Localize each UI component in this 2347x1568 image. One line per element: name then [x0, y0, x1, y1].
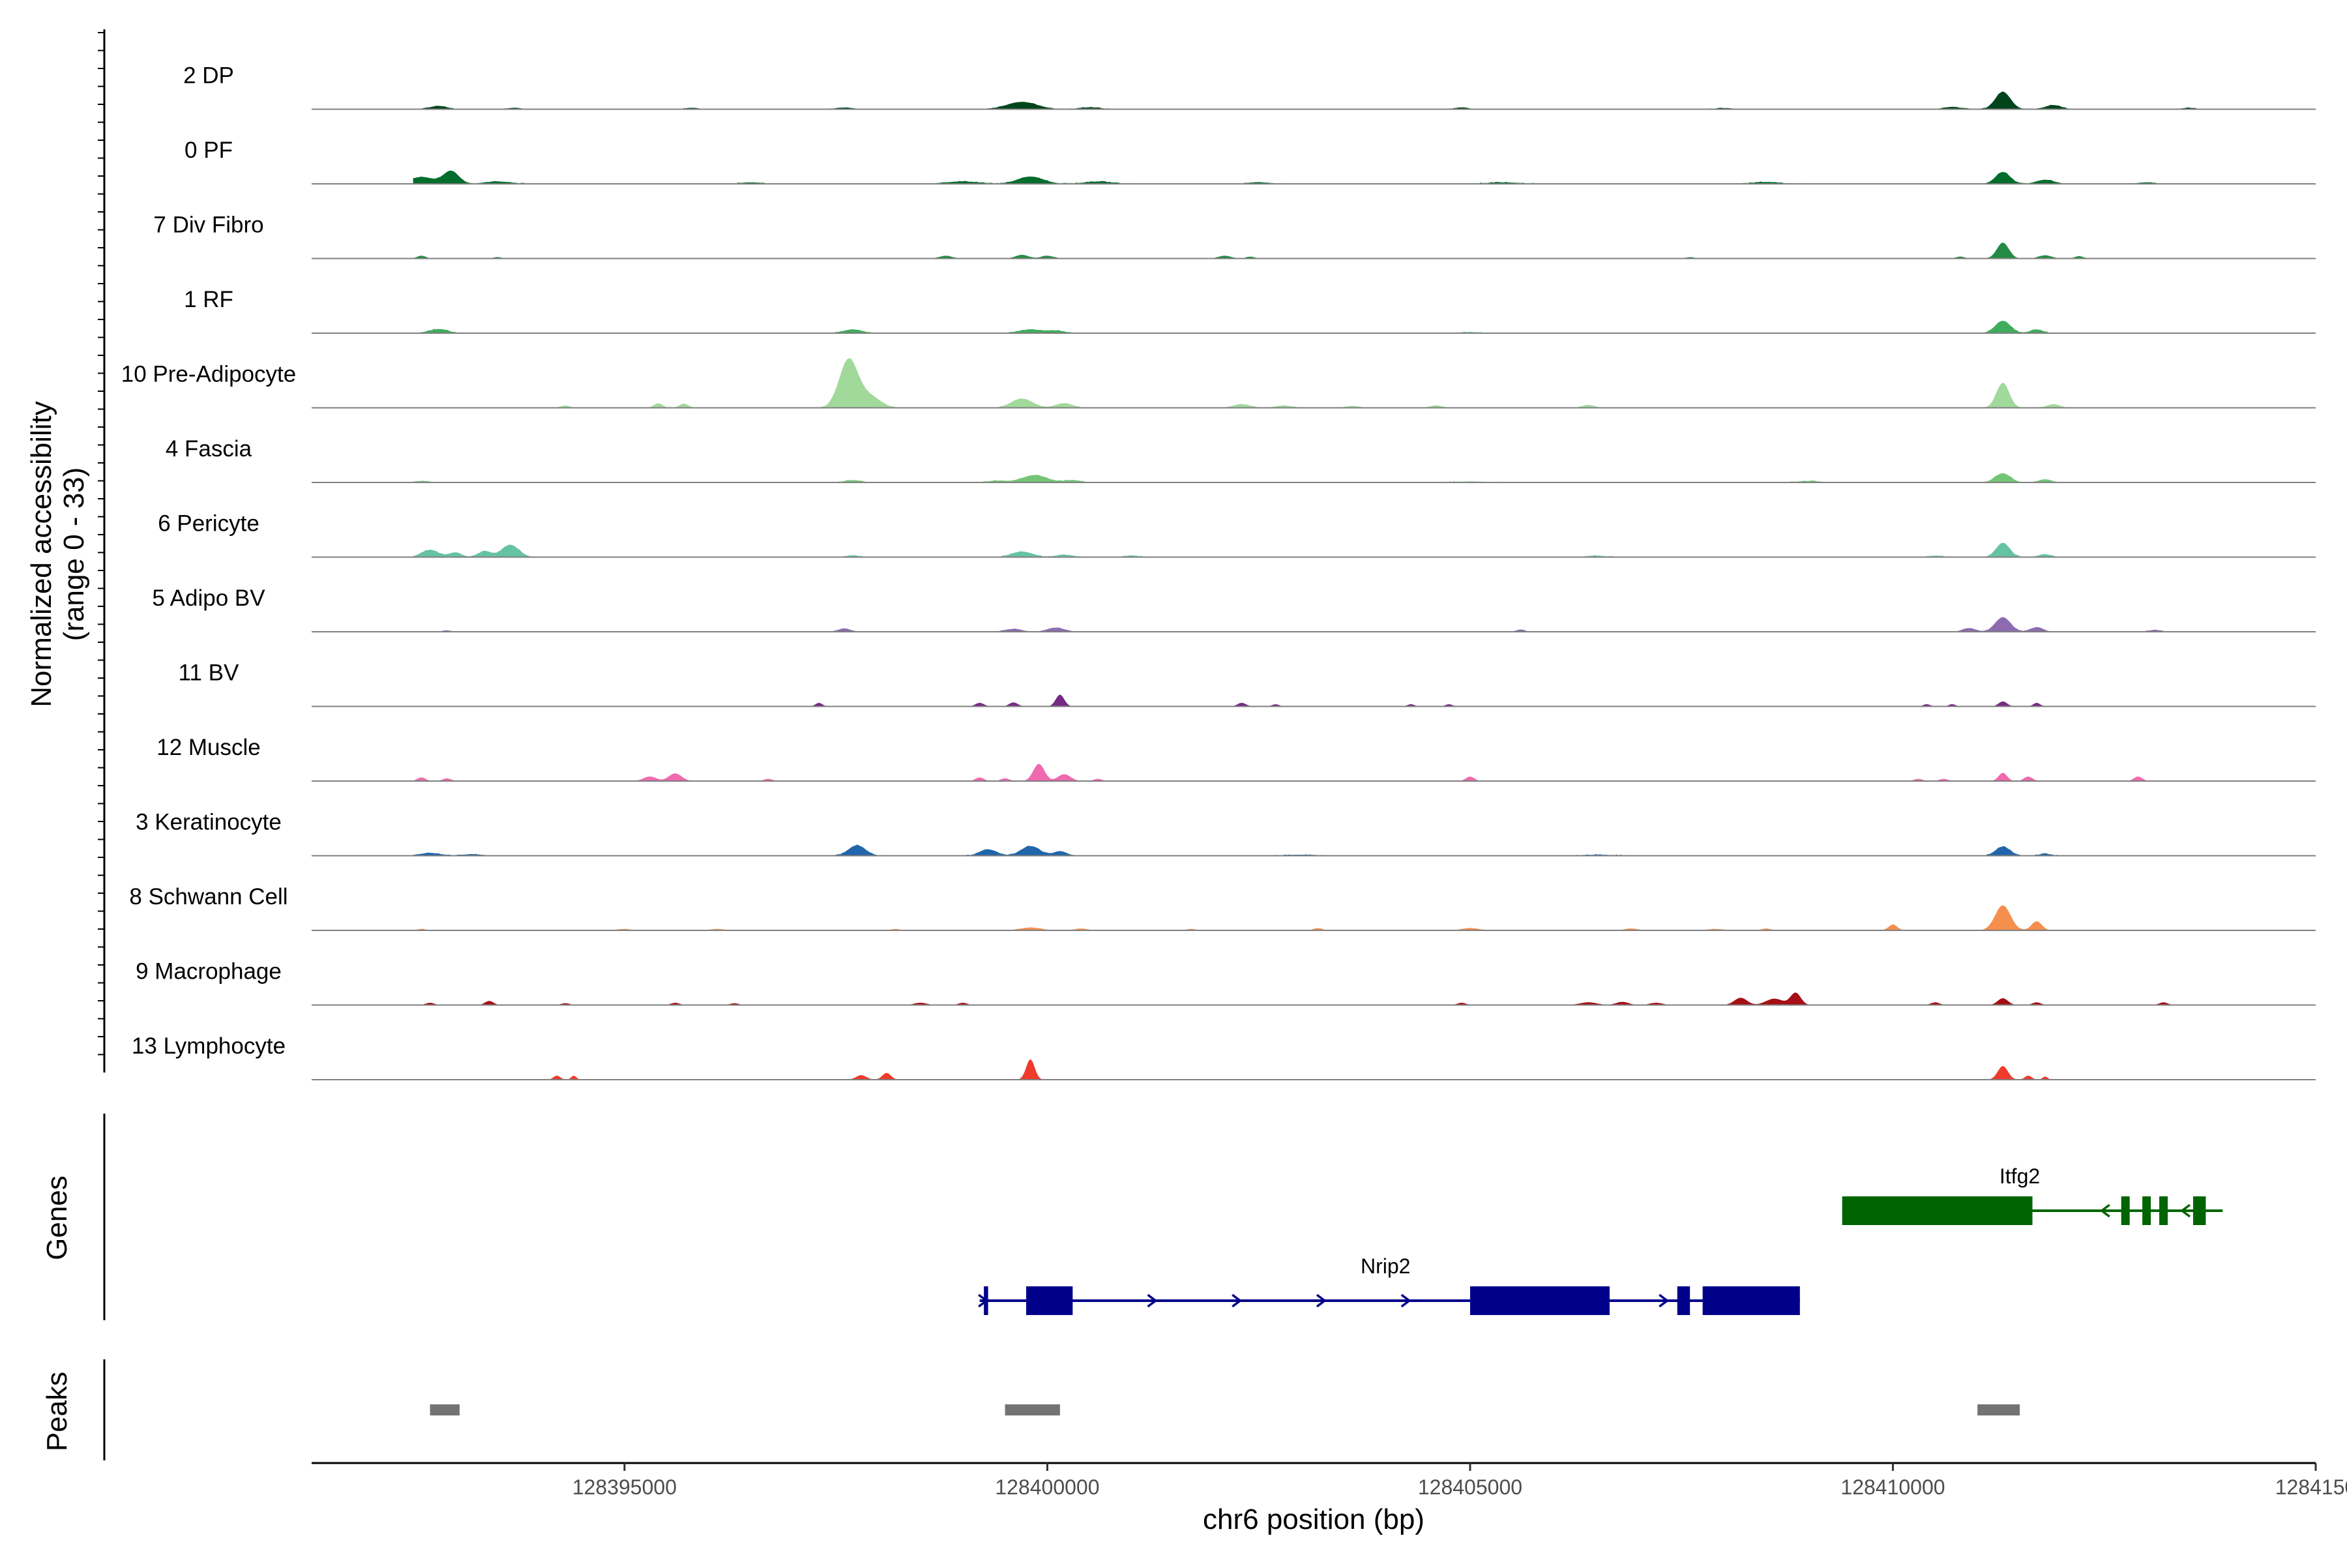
track-label: 2 DP — [183, 63, 234, 89]
gene-exon — [1677, 1286, 1690, 1315]
track-label: 8 Schwann Cell — [129, 884, 288, 910]
track-7-div-fibro: 7 Div Fibro — [153, 213, 2316, 259]
track-12-muscle: 12 Muscle — [156, 735, 2316, 782]
track-13-lymphocyte: 13 Lymphocyte — [132, 1033, 2316, 1080]
track-0-pf: 0 PF — [185, 138, 2316, 185]
track-label: 6 Pericyte — [158, 511, 259, 537]
track-label: 10 Pre-Adipocyte — [121, 362, 296, 387]
accessibility-area — [413, 844, 2291, 856]
track-4-fascia: 4 Fascia — [166, 436, 2316, 483]
accessibility-area — [413, 542, 2291, 557]
strand-arrow — [1400, 1294, 1411, 1308]
x-tick-label: 128405000 — [1418, 1475, 1522, 1499]
track-2-dp: 2 DP — [183, 63, 2316, 110]
accessibility-tracks: 2 DP 0 PF 7 Div Fibro 1 RF 10 Pre-Adipocyte 4… — [121, 63, 2316, 1080]
gene-itfg2: Itfg2 — [1842, 1164, 2223, 1225]
x-tick-label: 128410000 — [1840, 1475, 1945, 1499]
strand-arrow — [2099, 1204, 2110, 1218]
strand-arrow — [1232, 1294, 1243, 1308]
gene-nrip2: Nrip2 — [978, 1254, 1800, 1315]
gene-name-label: Itfg2 — [2000, 1164, 2040, 1188]
peaks-track — [430, 1404, 2020, 1415]
track-8-schwann-cell: 8 Schwann Cell — [129, 884, 2316, 931]
gene-exon — [1469, 1286, 1610, 1315]
accessibility-area — [413, 243, 2291, 259]
x-tick-label: 128400000 — [995, 1475, 1099, 1499]
gene-exon — [1026, 1286, 1073, 1315]
strand-arrow — [2180, 1204, 2191, 1218]
track-6-pericyte: 6 Pericyte — [158, 511, 2316, 558]
accessibility-area — [413, 905, 2291, 930]
accessibility-area — [413, 358, 2291, 408]
accessibility-area — [413, 91, 2291, 110]
accessibility-area — [413, 617, 2291, 632]
track-label: 7 Div Fibro — [153, 213, 263, 238]
gene-exon — [1702, 1286, 1800, 1315]
track-label: 1 RF — [184, 287, 233, 312]
strand-arrow — [1147, 1294, 1158, 1308]
accessibility-area — [413, 1059, 2291, 1080]
track-label: 13 Lymphocyte — [132, 1033, 286, 1059]
genes-track: Itfg2 Nrip2 — [978, 1164, 2223, 1315]
strand-arrow — [1316, 1294, 1327, 1308]
track-3-keratinocyte: 3 Keratinocyte — [136, 810, 2316, 857]
x-axis-title: chr6 position (bp) — [1203, 1503, 1424, 1535]
track-label: 3 Keratinocyte — [136, 810, 282, 835]
strand-arrow — [978, 1294, 989, 1308]
track-label: 5 Adipo BV — [152, 585, 265, 611]
peaks-track-title: Peaks — [41, 1372, 73, 1451]
track-1-rf: 1 RF — [184, 287, 2316, 334]
accessibility-area — [413, 170, 2291, 184]
track-label: 9 Macrophage — [136, 959, 282, 984]
genes-track-title: Genes — [41, 1176, 73, 1260]
accessibility-area — [413, 694, 2291, 707]
strand-arrow — [1659, 1294, 1670, 1308]
gene-exon — [2142, 1196, 2151, 1225]
x-axis-ticks: 128395000 128400000 128405000 128410000 1284… — [572, 1463, 2347, 1499]
track-label: 0 PF — [185, 138, 233, 163]
track-label: 4 Fascia — [166, 436, 252, 462]
track-5-adipo-bv: 5 Adipo BV — [152, 585, 2316, 632]
track-10-pre-adipocyte: 10 Pre-Adipocyte — [121, 358, 2316, 409]
y-axis-range: (range 0 - 33) — [58, 467, 90, 642]
accessibility-area — [413, 473, 2291, 482]
x-tick-label: 128395000 — [572, 1475, 677, 1499]
peak-region — [430, 1404, 460, 1415]
gene-exon — [2192, 1196, 2206, 1225]
track-label: 11 BV — [179, 660, 239, 686]
x-tick-label: 1284150 — [2275, 1475, 2347, 1499]
peak-region — [1005, 1404, 1060, 1415]
gene-name-label: Nrip2 — [1361, 1254, 1410, 1278]
y-axis-title: Normalized accessibility — [25, 401, 57, 707]
track-label: 12 Muscle — [156, 735, 261, 760]
peak-region — [1977, 1404, 2020, 1415]
accessibility-axis-ticks — [98, 32, 104, 1056]
accessibility-area — [413, 763, 2291, 781]
gene-exon — [1842, 1196, 2033, 1225]
gene-exon — [2121, 1196, 2130, 1225]
track-9-macrophage: 9 Macrophage — [136, 959, 2316, 1006]
gene-exon — [2159, 1196, 2168, 1225]
track-11-bv: 11 BV — [179, 660, 2316, 707]
accessibility-area — [413, 992, 2291, 1005]
accessibility-area — [413, 321, 2291, 333]
